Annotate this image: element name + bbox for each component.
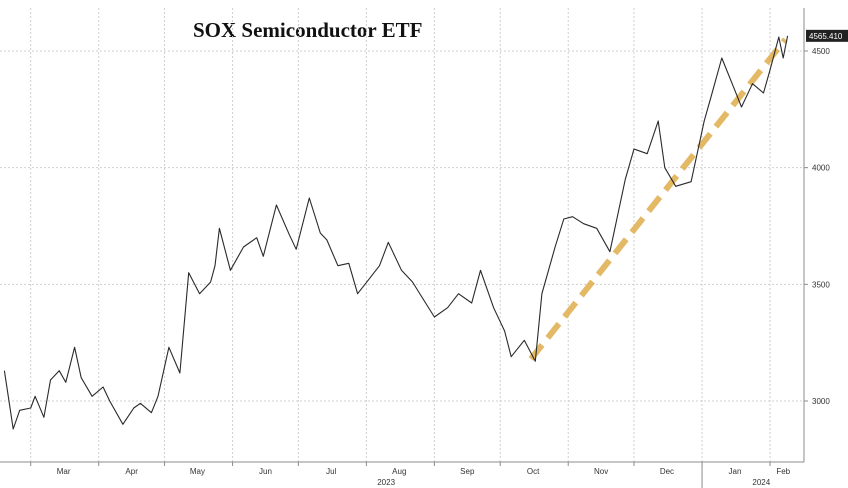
- year-label: 2023: [377, 478, 395, 487]
- y-tick-label: 3000: [812, 397, 830, 406]
- trendline: [528, 37, 788, 361]
- x-tick-label: May: [190, 467, 205, 476]
- x-tick-label: Apr: [125, 467, 138, 476]
- x-tick-label: Jun: [259, 467, 272, 476]
- x-tick-label: Oct: [527, 467, 540, 476]
- x-tick-label: Feb: [776, 467, 790, 476]
- x-tick-label: Jul: [326, 467, 336, 476]
- x-tick-label: Aug: [392, 467, 406, 476]
- x-tick-label: Jan: [729, 467, 742, 476]
- y-tick-label: 4500: [812, 47, 830, 56]
- x-tick-label: Dec: [660, 467, 674, 476]
- y-tick-label: 3500: [812, 280, 830, 289]
- chart-title: SOX Semiconductor ETF: [193, 18, 423, 42]
- y-tick-label: 4000: [812, 164, 830, 173]
- last-value-label: 4565.410: [809, 32, 843, 41]
- x-tick-label: Nov: [594, 467, 608, 476]
- x-tick-label: Mar: [57, 467, 71, 476]
- year-label: 2024: [752, 478, 770, 487]
- x-tick-label: Sep: [460, 467, 475, 476]
- series-line: [3, 35, 789, 430]
- last-value-tag: [806, 29, 848, 42]
